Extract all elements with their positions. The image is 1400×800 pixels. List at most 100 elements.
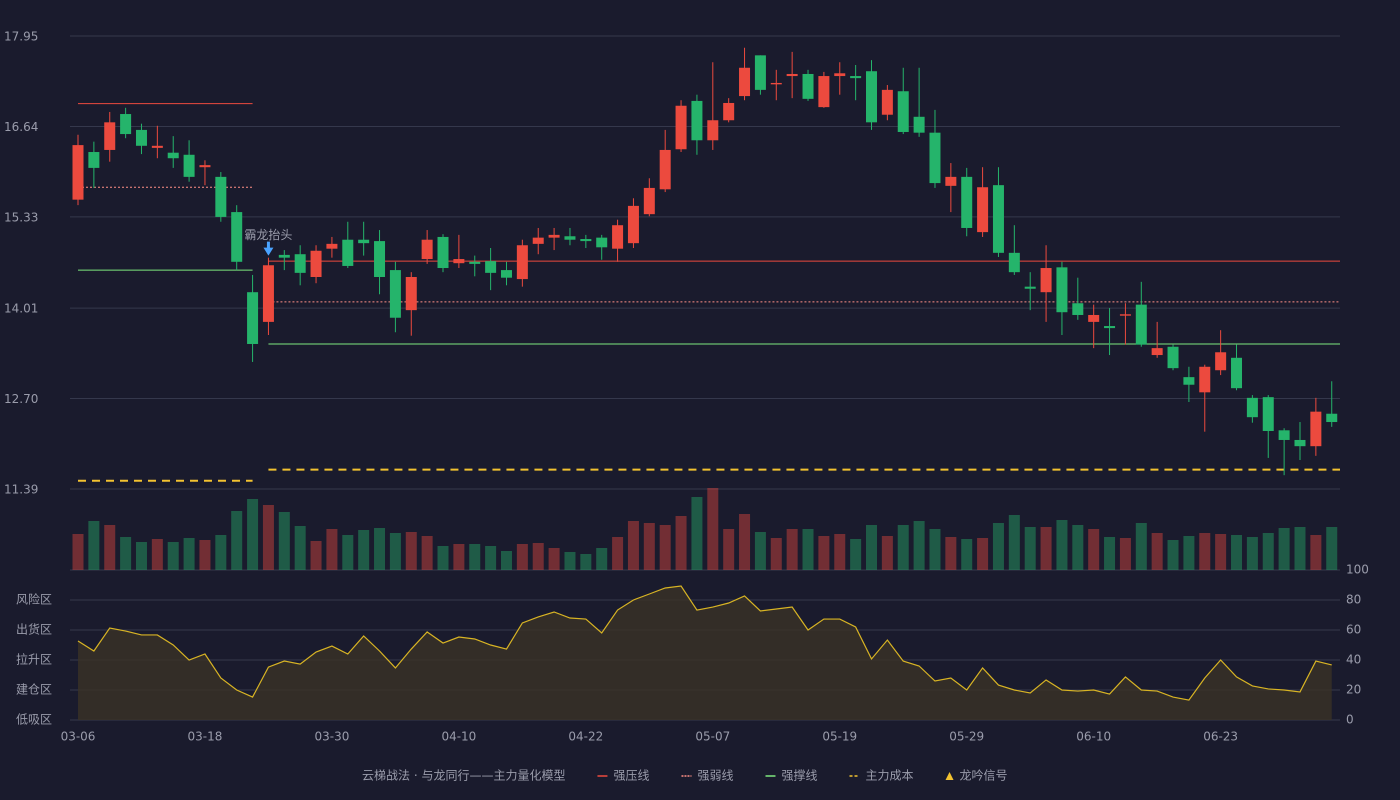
volume-bar <box>453 544 465 570</box>
candle-body <box>215 176 227 217</box>
volume-bar <box>850 539 862 570</box>
candle-body <box>1151 348 1163 356</box>
y2-tick-label: 40 <box>1346 653 1361 667</box>
candle-body <box>1167 346 1179 369</box>
indicator-area <box>78 586 1332 720</box>
candle-body <box>881 89 893 115</box>
candle-body <box>739 67 751 97</box>
candle-body <box>1088 314 1100 322</box>
volume-bar <box>437 546 449 570</box>
candle-body <box>834 73 846 77</box>
volume-bar <box>72 534 84 570</box>
volume-bar <box>1199 533 1211 570</box>
volume-bar <box>1231 535 1243 570</box>
y-tick-label: 11.39 <box>4 483 38 497</box>
zone-label: 拉升区 <box>16 652 52 667</box>
candle-body <box>374 241 386 278</box>
volume-bar <box>1326 527 1338 570</box>
volume-bar <box>247 499 259 570</box>
candle-body <box>818 76 830 108</box>
legend-label: 主力成本 <box>866 769 914 783</box>
candle-body <box>500 270 512 278</box>
zone-label: 出货区 <box>16 622 52 637</box>
x-tick-label: 06-10 <box>1076 730 1111 744</box>
candle-body <box>485 261 497 273</box>
x-tick-label: 04-22 <box>568 730 603 744</box>
volume-bar <box>818 536 830 570</box>
candle-body <box>294 254 306 273</box>
y2-tick-label: 0 <box>1346 713 1354 727</box>
candle-body <box>326 243 338 249</box>
volume-bar <box>929 529 941 570</box>
volume-bar <box>215 535 227 570</box>
y-tick-label: 15.33 <box>4 210 38 224</box>
volume-bar <box>961 539 973 570</box>
volume-bar <box>516 544 528 570</box>
volume-bar <box>389 533 401 570</box>
candle-body <box>802 73 814 99</box>
volume-bar <box>88 521 100 570</box>
volume-bar <box>326 529 338 570</box>
candle-body <box>627 205 639 244</box>
candle-body <box>945 176 957 186</box>
candle-body <box>421 239 433 260</box>
zone-label: 低吸区 <box>16 713 52 727</box>
volume-bar <box>199 540 211 570</box>
volume-bar <box>1294 527 1306 570</box>
volume-bar <box>627 521 639 570</box>
volume-bar <box>294 526 306 570</box>
candle-body <box>469 261 481 264</box>
candle-body <box>342 239 354 266</box>
signal-label: 霸龙抬头 <box>244 228 292 242</box>
y2-tick-label: 80 <box>1346 593 1361 607</box>
x-tick-label: 03-18 <box>188 730 223 744</box>
volume-bar <box>834 534 846 570</box>
candle-body <box>1135 304 1147 345</box>
candle-body <box>1199 366 1211 393</box>
volume-bar <box>786 529 798 570</box>
volume-bar <box>1024 527 1036 570</box>
volume-bar <box>659 525 671 570</box>
y2-tick-label: 100 <box>1346 563 1369 577</box>
candle-body <box>564 236 576 240</box>
volume-bar <box>421 536 433 570</box>
volume-bar <box>120 537 132 570</box>
x-tick-label: 05-19 <box>822 730 857 744</box>
candle-body <box>1326 413 1338 423</box>
candle-body <box>278 254 290 258</box>
candle-body <box>786 73 798 77</box>
candle-body <box>358 239 370 244</box>
volume-bar <box>580 554 592 570</box>
volume-bar <box>1104 537 1116 570</box>
legend-label: 强撑线 <box>781 768 817 783</box>
volume-bar <box>310 541 322 570</box>
volume-bar <box>469 544 481 570</box>
candle-body <box>516 245 528 280</box>
candle-body <box>405 277 417 311</box>
legend-swatch <box>945 772 954 780</box>
candle-body <box>88 152 100 168</box>
x-tick-label: 05-07 <box>695 730 730 744</box>
candle-body <box>247 292 259 344</box>
volume-bar <box>1183 536 1195 570</box>
volume-bar <box>754 532 766 570</box>
candle-body <box>1294 439 1306 447</box>
legend-label: 龙吟信号 <box>960 768 1008 783</box>
volume-bar <box>1135 523 1147 570</box>
candle-body <box>310 250 322 278</box>
candle-body <box>453 259 465 264</box>
volume-bar <box>612 537 624 570</box>
candle-body <box>151 145 163 148</box>
volume-bar <box>564 552 576 570</box>
volume-bar <box>770 538 782 570</box>
x-tick-label: 03-06 <box>61 730 96 744</box>
volume-bar <box>866 525 877 570</box>
candle-body <box>1008 252 1020 273</box>
y2-tick-label: 20 <box>1346 683 1361 697</box>
volume-bar <box>548 548 560 570</box>
volume-bar <box>374 528 386 570</box>
candle-body <box>1119 314 1131 316</box>
candle-body <box>913 116 925 133</box>
volume-bar <box>342 535 354 570</box>
candle-body <box>1262 397 1274 431</box>
